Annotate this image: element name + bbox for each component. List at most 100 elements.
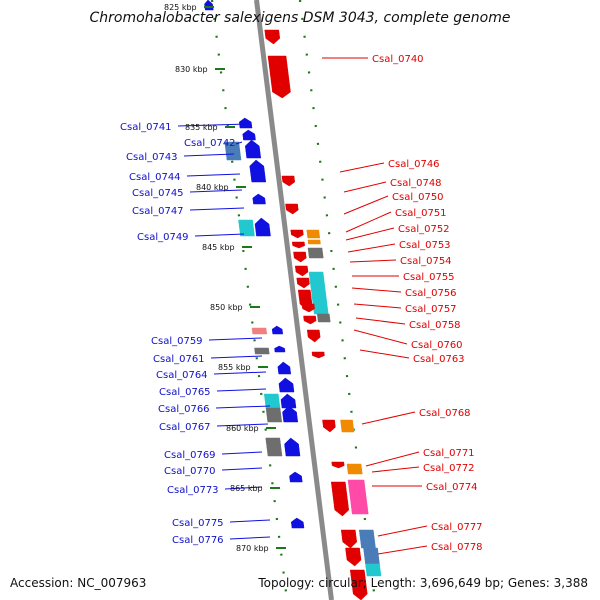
gene-label-Csal_0754: Csal_0754	[400, 256, 452, 267]
leader-Csal_0765	[216, 388, 267, 392]
leader-Csal_0753	[347, 243, 396, 253]
gene-label-Csal_0778: Csal_0778	[431, 542, 483, 553]
gene-feature-orange-feature-39	[340, 419, 355, 433]
gene-label-Csal_0767: Csal_0767	[159, 422, 211, 433]
leader-Csal_0741	[177, 123, 249, 127]
gene-feature-reverse-gene-7	[249, 159, 267, 183]
gene-feature-reverse-gene-33	[278, 377, 295, 393]
leader-Csal_0761	[210, 355, 263, 359]
gene-feature-forward-gene-42	[331, 461, 345, 469]
kbp-label-6: 855 kbp	[218, 363, 251, 372]
gene-feature-orange-feature-14	[306, 229, 321, 239]
kbp-label-3: 840 kbp	[196, 183, 229, 192]
gene-labels: Csal_0740 Csal_0746 Csal_0748 Csal_0750 Csal…	[120, 54, 483, 553]
kbp-label-1: 830 kbp	[175, 65, 208, 74]
gene-feature-forward-gene-48	[340, 529, 358, 549]
leader-Csal_0746	[339, 162, 385, 173]
gene-label-Csal_0748: Csal_0748	[390, 178, 442, 189]
gene-label-Csal_0756: Csal_0756	[405, 288, 457, 299]
gene-feature-forward-gene-8	[281, 175, 296, 187]
leader-Csal_0776	[229, 536, 271, 540]
gene-feature-reverse-gene-34	[280, 393, 297, 409]
page-title: Chromohalobacter salexigens DSM 3043, co…	[89, 10, 511, 26]
gene-label-Csal_0744: Csal_0744	[129, 172, 181, 183]
gene-feature-reverse-gene-4	[242, 129, 256, 141]
gene-feature-forward-gene-0	[264, 29, 281, 45]
leader-Csal_0747	[189, 207, 245, 211]
gene-feature-forward-gene-53	[349, 569, 368, 600]
gene-label-Csal_0765: Csal_0765	[159, 387, 211, 398]
gene-feature-orange-feature-16	[307, 239, 321, 245]
gene-label-Csal_0769: Csal_0769	[164, 450, 216, 461]
leader-Csal_0756	[351, 287, 402, 293]
gene-label-Csal_0776: Csal_0776	[172, 535, 224, 546]
gene-feature-cyan-feature-12	[238, 219, 255, 237]
leader-Csal_0745	[189, 189, 243, 193]
gene-feature-reverse-gene-27	[271, 325, 284, 335]
leader-Csal_0749	[194, 233, 245, 237]
gene-label-Csal_0743: Csal_0743	[126, 152, 178, 163]
gene-feature-steelblue-feature-51	[363, 547, 380, 565]
leader-Csal_0760	[353, 329, 408, 345]
leader-Csal_0764	[213, 371, 267, 375]
gene-feature-forward-gene-10	[285, 203, 299, 215]
gene-label-Csal_0741: Csal_0741	[120, 122, 172, 133]
gene-feature-steelblue-feature-49	[358, 529, 376, 549]
leader-Csal_0758	[355, 317, 406, 325]
leader-Csal_0773	[224, 486, 263, 490]
gene-feature-cyan-feature-52	[365, 563, 382, 577]
gene-feature-forward-gene-26	[306, 329, 321, 343]
leader-Csal_0769	[221, 451, 263, 455]
leader-Csal_0777	[377, 525, 428, 537]
gene-label-Csal_0750: Csal_0750	[392, 192, 444, 203]
gene-label-Csal_0753: Csal_0753	[399, 240, 451, 251]
gene-label-Csal_0771: Csal_0771	[423, 448, 475, 459]
leader-Csal_0757	[353, 303, 402, 309]
kbp-label-0: 825 kbp	[164, 3, 197, 12]
gene-label-Csal_0758: Csal_0758	[409, 320, 461, 331]
gene-label-Csal_0768: Csal_0768	[419, 408, 471, 419]
gene-feature-forward-gene-45	[330, 481, 350, 517]
gene-label-Csal_0777: Csal_0777	[431, 522, 483, 533]
gene-feature-salmon-feature-28	[251, 327, 268, 335]
gene-feature-grey-feature-24	[316, 313, 331, 323]
leader-Csal_0742	[235, 141, 243, 145]
gene-label-Csal_0755: Csal_0755	[403, 272, 455, 283]
gene-feature-orange-feature-43	[346, 463, 363, 475]
gene-feature-forward-gene-18	[293, 251, 307, 263]
kbp-label-9: 870 kbp	[236, 544, 269, 553]
leader-Csal_0767	[216, 423, 269, 427]
gene-label-Csal_0752: Csal_0752	[398, 224, 450, 235]
gene-label-Csal_0775: Csal_0775	[172, 518, 224, 529]
gene-label-Csal_0761: Csal_0761	[153, 354, 205, 365]
gene-feature-reverse-gene-40	[284, 437, 301, 457]
gene-feature-grey-feature-41	[265, 437, 283, 457]
gene-feature-reverse-gene-11	[254, 217, 271, 237]
gene-feature-grey-feature-37	[265, 407, 283, 423]
gene-feature-reverse-gene-5	[244, 139, 262, 159]
leader-Csal_0775	[229, 519, 271, 523]
gene-label-Csal_0760: Csal_0760	[411, 340, 463, 351]
gene-feature-reverse-gene-47	[290, 517, 305, 529]
gene-label-Csal_0757: Csal_0757	[405, 304, 457, 315]
gene-label-Csal_0751: Csal_0751	[395, 208, 447, 219]
kbp-label-2: 835 kbp	[185, 123, 218, 132]
gene-feature-forward-gene-15	[291, 241, 305, 249]
gene-feature-forward-gene-25	[303, 315, 317, 325]
gene-label-Csal_0763: Csal_0763	[413, 354, 465, 365]
gene-label-Csal_0745: Csal_0745	[132, 188, 184, 199]
kbp-label-5: 850 kbp	[210, 303, 243, 312]
gene-feature-forward-gene-31	[311, 351, 325, 359]
gene-feature-forward-gene-1	[267, 55, 291, 99]
gene-label-Csal_0742: Csal_0742	[184, 138, 236, 149]
gene-feature-forward-gene-50	[345, 547, 362, 567]
kbp-scale-labels: 825 kbp 830 kbp 835 kbp 840 kbp 845 kbp 850 k…	[164, 3, 286, 553]
leader-Csal_0748	[343, 181, 387, 193]
gene-label-Csal_0764: Csal_0764	[156, 370, 208, 381]
topology-text: Topology: circular; Length: 3,696,649 bp…	[258, 576, 588, 590]
genome-backbone	[254, 0, 334, 600]
gene-feature-reverse-gene-3	[238, 117, 253, 129]
label-leader-lines	[177, 57, 428, 555]
